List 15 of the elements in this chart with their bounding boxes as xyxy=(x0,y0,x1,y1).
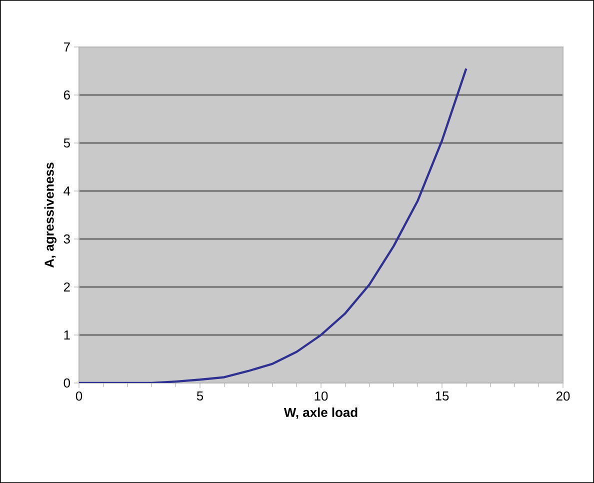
x-tick-label: 15 xyxy=(436,391,449,401)
x-tick-label: 5 xyxy=(196,391,204,401)
y-tick-label: 6 xyxy=(64,90,70,100)
y-tick-label: 7 xyxy=(64,42,70,52)
y-tick-label: 2 xyxy=(64,282,70,292)
y-tick-label: 4 xyxy=(64,186,70,196)
x-tick-label: 20 xyxy=(556,391,570,401)
y-tick-label: 1 xyxy=(64,330,70,340)
x-axis-title: W, axle load xyxy=(284,407,358,419)
y-tick-label: 5 xyxy=(64,138,70,148)
x-tick-label: 10 xyxy=(314,391,328,401)
y-axis-title: A, agressiveness xyxy=(44,162,56,268)
y-tick-label: 3 xyxy=(64,234,70,244)
y-tick-label: 0 xyxy=(64,378,70,388)
x-tick-label: 0 xyxy=(76,391,82,401)
